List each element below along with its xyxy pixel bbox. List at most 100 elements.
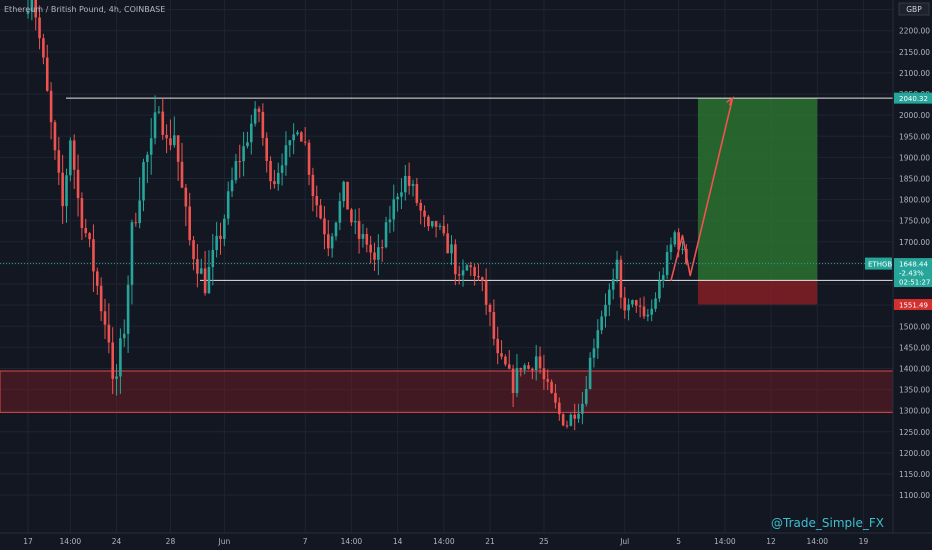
candle-body bbox=[219, 235, 222, 239]
time-tick-label: 14:00 bbox=[341, 537, 363, 546]
time-tick-label: 5 bbox=[676, 537, 681, 546]
candle-body bbox=[238, 161, 242, 163]
candle-body bbox=[334, 222, 338, 237]
candle-body bbox=[661, 275, 665, 281]
candle-body bbox=[269, 160, 272, 182]
candle-body bbox=[357, 221, 361, 239]
candle-body bbox=[430, 221, 434, 227]
time-tick-label: 14:00 bbox=[433, 537, 455, 546]
candle-body bbox=[300, 132, 303, 142]
candle-body bbox=[49, 90, 53, 123]
stop-tag-text: 1551.49 bbox=[899, 302, 928, 310]
candle-body bbox=[119, 338, 122, 377]
candle-body bbox=[223, 218, 226, 239]
candle-body bbox=[261, 111, 265, 138]
candle-body bbox=[42, 38, 45, 58]
time-tick-label: 7 bbox=[303, 537, 308, 546]
candle-body bbox=[504, 356, 507, 365]
candle-body bbox=[203, 268, 207, 294]
candle-body bbox=[273, 181, 276, 185]
candle-body bbox=[242, 146, 245, 162]
candle-body bbox=[577, 413, 580, 419]
candle-body bbox=[677, 232, 680, 250]
symbol-tag-label: ETHGBP bbox=[868, 261, 896, 269]
candle-body bbox=[446, 233, 449, 254]
candle-body bbox=[246, 142, 249, 147]
candle-body bbox=[384, 222, 388, 248]
candle-body bbox=[658, 280, 661, 299]
stop-zone bbox=[697, 280, 818, 305]
candle-body bbox=[473, 267, 476, 277]
candle-body bbox=[88, 233, 91, 240]
candle-body bbox=[76, 169, 80, 199]
candle-body bbox=[230, 180, 234, 192]
current-price-tag-text: -2.43% bbox=[899, 270, 924, 278]
candle-body bbox=[142, 162, 145, 201]
projection-path bbox=[670, 98, 734, 281]
candle-body bbox=[415, 184, 419, 203]
price-tick-label: 1750.00 bbox=[899, 217, 930, 226]
candle-body bbox=[34, 0, 37, 18]
candle-body bbox=[61, 172, 64, 207]
price-axis[interactable]: 1100.00 1150.00 1200.00 1250.00 1300.00 1350.… bbox=[892, 0, 932, 550]
projection-arrowhead bbox=[726, 96, 735, 106]
time-tick-label: Jul bbox=[619, 537, 629, 546]
candle-body bbox=[80, 198, 84, 229]
candle-body bbox=[642, 306, 646, 317]
level-tag-top-text: 2040.32 bbox=[899, 95, 928, 103]
time-tick-label: 12 bbox=[766, 537, 776, 546]
candle-body bbox=[311, 174, 315, 197]
candle-body bbox=[173, 135, 176, 146]
candle-body bbox=[338, 201, 342, 223]
candle-body bbox=[134, 222, 138, 224]
candle-body bbox=[407, 175, 411, 186]
candle-body bbox=[500, 353, 503, 357]
candle-body bbox=[330, 236, 334, 249]
time-tick-label: 14:00 bbox=[60, 537, 82, 546]
candle-body bbox=[646, 314, 650, 317]
candle-body bbox=[638, 305, 642, 307]
watermark: @Trade_Simple_FX bbox=[771, 516, 884, 530]
candle-body bbox=[361, 234, 365, 239]
candle-body bbox=[188, 206, 191, 241]
price-tick-label: 1250.00 bbox=[899, 428, 930, 437]
candle-body bbox=[542, 368, 546, 380]
candle-body bbox=[288, 140, 292, 146]
price-tick-label: 1700.00 bbox=[899, 238, 930, 247]
candle-body bbox=[234, 161, 238, 181]
candle-body bbox=[196, 259, 199, 274]
candle-body bbox=[469, 265, 473, 268]
time-tick-label: 17 bbox=[23, 537, 33, 546]
candle-body bbox=[226, 191, 230, 219]
price-tick-label: 1800.00 bbox=[899, 196, 930, 205]
candle-body bbox=[450, 244, 453, 254]
chart-title: Ethereum / British Pound, 4h, COINBASE bbox=[4, 5, 166, 14]
candle-body bbox=[138, 200, 141, 224]
time-axis[interactable]: 17 14:00 24 28 Jun 7 14:00 14 14:00 21 25 Jul 5 14:00… bbox=[0, 532, 932, 550]
candle-body bbox=[257, 108, 261, 112]
time-tick-label: 28 bbox=[166, 537, 176, 546]
candle-body bbox=[411, 184, 415, 186]
candle-body bbox=[558, 402, 561, 415]
target-zone bbox=[697, 98, 818, 281]
candle-body bbox=[538, 356, 542, 369]
candle-body bbox=[350, 209, 353, 223]
candle-body bbox=[488, 304, 492, 313]
time-axis-bg bbox=[0, 533, 932, 550]
candle-body bbox=[92, 239, 95, 272]
candle-body bbox=[84, 228, 88, 234]
candle-body bbox=[457, 274, 461, 276]
candle-body bbox=[650, 308, 653, 315]
stop-tag bbox=[894, 299, 932, 311]
candle-body bbox=[380, 247, 384, 249]
candle-body bbox=[323, 218, 326, 235]
candle-body bbox=[69, 140, 72, 176]
candle-body bbox=[550, 381, 553, 393]
candle-body bbox=[153, 112, 157, 139]
time-tick-label: Jun bbox=[217, 537, 230, 546]
candle-body bbox=[396, 196, 399, 200]
candle-body bbox=[492, 312, 496, 339]
time-tick-label: 19 bbox=[859, 537, 869, 546]
level-tag-top bbox=[894, 92, 932, 104]
